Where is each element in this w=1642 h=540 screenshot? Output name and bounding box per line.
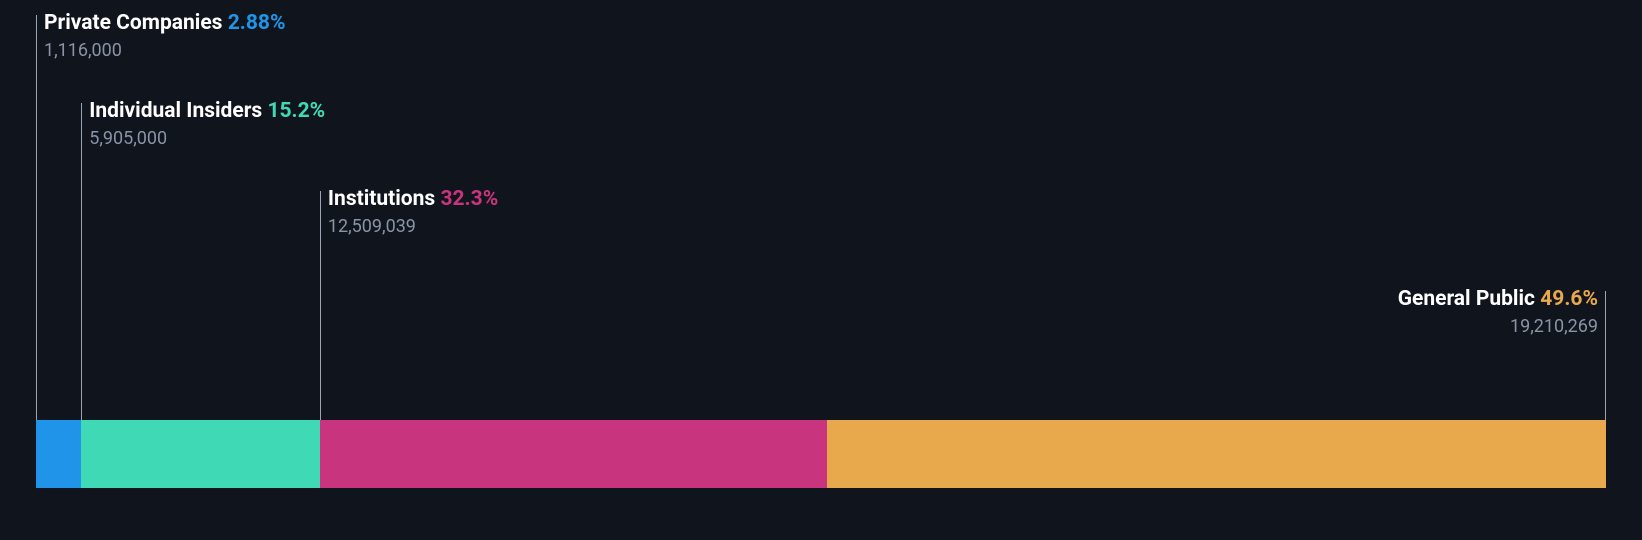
segment-title: Institutions 32.3% [328, 186, 498, 212]
segment-percent: 32.3% [440, 187, 498, 211]
segment-label: Individual Insiders 15.2% 5,905,000 [89, 98, 325, 150]
bar-track [36, 420, 1606, 488]
segment-name: General Public [1398, 287, 1535, 311]
bar-segment [81, 420, 320, 488]
segment-title: General Public 49.6% [1398, 286, 1598, 312]
segment-name: Institutions [328, 187, 435, 211]
bar-segment [827, 420, 1606, 488]
connector-line [320, 191, 321, 420]
ownership-breakdown-chart: Private Companies 2.88% 1,116,000 Individu… [36, 0, 1606, 540]
segment-label: Institutions 32.3% 12,509,039 [328, 186, 498, 238]
segment-percent: 49.6% [1540, 287, 1598, 311]
segment-count: 19,210,269 [1398, 316, 1598, 338]
segment-name: Private Companies [44, 11, 222, 35]
segment-count: 12,509,039 [328, 216, 498, 238]
segment-label: General Public 49.6% 19,210,269 [1398, 286, 1598, 338]
segment-name: Individual Insiders [89, 99, 262, 123]
segment-title: Individual Insiders 15.2% [89, 98, 325, 124]
segment-count: 5,905,000 [89, 128, 325, 150]
bar-segment [36, 420, 81, 488]
bar-segment [320, 420, 827, 488]
connector-line [1605, 291, 1606, 420]
connector-line [36, 15, 37, 420]
segment-count: 1,116,000 [44, 40, 285, 62]
connector-line [81, 103, 82, 420]
segment-label: Private Companies 2.88% 1,116,000 [44, 10, 285, 62]
segment-percent: 15.2% [267, 99, 325, 123]
segment-percent: 2.88% [228, 11, 286, 35]
segment-title: Private Companies 2.88% [44, 10, 285, 36]
